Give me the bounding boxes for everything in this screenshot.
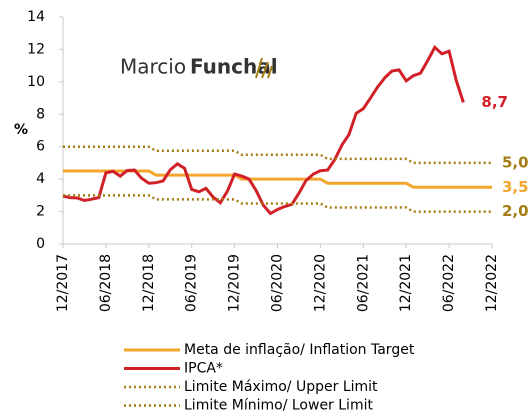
series-line bbox=[62, 44, 465, 216]
watermark-first: Marcio bbox=[120, 55, 186, 79]
y-tick-label: 10 bbox=[27, 74, 45, 90]
y-tick-label: 0 bbox=[36, 236, 45, 252]
x-tick-label: 12/2022 bbox=[484, 254, 500, 312]
y-tick-label: 4 bbox=[36, 171, 45, 187]
x-tick-label: 06/2019 bbox=[184, 254, 200, 312]
x-tick-label: 12/2020 bbox=[312, 254, 328, 312]
logo-icon bbox=[255, 57, 273, 79]
x-tick-label: 06/2020 bbox=[270, 254, 286, 312]
y-tick-label: 14 bbox=[27, 9, 45, 25]
end-label: 8,7 bbox=[481, 93, 508, 111]
end-label: 3,5 bbox=[502, 178, 529, 196]
x-tick-label: 06/2018 bbox=[98, 254, 114, 312]
watermark-second: Funchal bbox=[190, 55, 278, 79]
legend-label: Meta de inflação/ Inflation Target bbox=[184, 342, 415, 358]
x-tick-label: 12/2018 bbox=[141, 254, 157, 312]
x-tick-label: 12/2021 bbox=[398, 254, 414, 312]
legend-label: Limite Mínimo/ Lower Limit bbox=[184, 398, 373, 414]
x-tick-label: 06/2022 bbox=[441, 254, 457, 312]
x-tick-label: 06/2021 bbox=[355, 254, 371, 312]
legend-label: IPCA* bbox=[184, 361, 223, 377]
series-line bbox=[63, 169, 492, 189]
y-tick-label: 12 bbox=[27, 41, 45, 57]
series-line bbox=[63, 145, 492, 165]
x-tick-label: 12/2019 bbox=[227, 254, 243, 312]
end-label: 5,0 bbox=[502, 153, 529, 171]
y-tick-label: 8 bbox=[36, 106, 45, 122]
end-label: 2,0 bbox=[502, 202, 529, 220]
y-tick-label: 2 bbox=[36, 204, 45, 220]
y-tick-label: 6 bbox=[36, 139, 45, 155]
legend-label: Limite Máximo/ Upper Limit bbox=[184, 379, 378, 395]
series-line bbox=[63, 194, 492, 213]
y-axis-label: % bbox=[14, 122, 28, 138]
x-tick-label: 12/2017 bbox=[55, 254, 71, 312]
